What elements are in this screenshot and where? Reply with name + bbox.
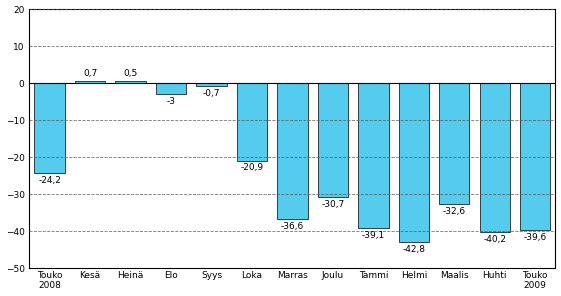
Text: -3: -3 — [167, 97, 176, 106]
Text: -30,7: -30,7 — [321, 200, 344, 209]
Text: -40,2: -40,2 — [483, 235, 506, 244]
Text: -39,6: -39,6 — [523, 233, 547, 242]
Bar — [480, 83, 510, 232]
Text: -36,6: -36,6 — [281, 222, 304, 231]
Bar — [439, 83, 470, 204]
Bar — [34, 83, 65, 173]
Bar — [116, 81, 146, 83]
Text: 0,7: 0,7 — [83, 69, 97, 78]
Bar — [520, 83, 550, 230]
Text: -0,7: -0,7 — [203, 89, 220, 98]
Bar — [237, 83, 267, 160]
Text: -42,8: -42,8 — [402, 244, 425, 254]
Bar — [156, 83, 186, 94]
Text: -32,6: -32,6 — [443, 207, 466, 216]
Bar — [277, 83, 307, 219]
Text: 0,5: 0,5 — [123, 69, 137, 78]
Bar — [399, 83, 429, 242]
Bar — [358, 83, 389, 228]
Bar — [196, 83, 227, 86]
Text: -39,1: -39,1 — [362, 231, 385, 240]
Text: -24,2: -24,2 — [38, 176, 61, 185]
Bar — [318, 83, 348, 197]
Bar — [75, 81, 105, 83]
Text: -20,9: -20,9 — [241, 163, 264, 173]
